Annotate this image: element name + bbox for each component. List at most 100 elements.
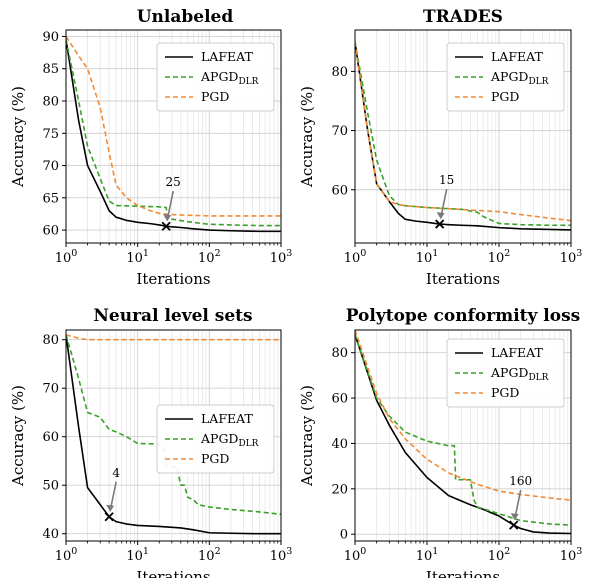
legend-label-lafeat: LAFEAT: [491, 345, 543, 360]
legend-label-pgd: PGD: [201, 89, 229, 104]
x-tick-label: 101: [416, 546, 439, 564]
chart-title: Polytope conformity loss: [346, 306, 581, 326]
y-tick-label: 40: [42, 527, 59, 542]
legend-label-lafeat: LAFEAT: [491, 49, 543, 64]
x-tick-label: 100: [55, 248, 78, 266]
legend-label-apgd: APGDDLR: [490, 365, 549, 383]
y-axis-label: Accuracy (%): [298, 385, 316, 487]
x-tick-label: 100: [344, 546, 367, 564]
series-line-lafeat: [355, 334, 571, 535]
legend-box: [446, 42, 565, 112]
legend-label-pgd: PGD: [491, 385, 519, 400]
y-tick-label: 80: [331, 65, 348, 80]
series-line-pgd: [355, 41, 571, 222]
annotation-marker: [161, 221, 171, 231]
series-line-pgd: [355, 330, 571, 501]
annotation-arrowhead: [163, 214, 172, 222]
x-tick-label: 103: [270, 248, 293, 266]
y-tick-label: 70: [42, 382, 59, 397]
series-group: [355, 41, 571, 231]
chart-title: Unlabeled: [137, 7, 234, 27]
x-tick-label: 101: [416, 248, 439, 266]
annotation-arrowhead: [436, 212, 445, 220]
annotation-label: 25: [166, 175, 181, 189]
y-tick-label: 70: [42, 159, 59, 174]
y-tick-label: 60: [331, 392, 348, 407]
legend-label-lafeat: LAFEAT: [201, 411, 253, 426]
chart-title: TRADES: [423, 7, 503, 27]
chart-panel-2: TRADES 100 101 102 103 60 70 80 Iterations Accura…: [298, 7, 582, 288]
x-tick-label: 103: [560, 248, 583, 266]
y-tick-label: 70: [331, 124, 348, 139]
series-line-pgd: [66, 334, 281, 341]
annotation-marker: [104, 512, 114, 522]
y-tick-label: 20: [331, 482, 348, 497]
x-axis-label: Iterations: [426, 270, 500, 288]
series-line-apgd: [355, 334, 571, 526]
series-line-lafeat: [66, 39, 281, 233]
annotation-label: 160: [509, 474, 532, 488]
chart-title: Neural level sets: [93, 306, 252, 326]
y-axis-label: Accuracy (%): [9, 385, 27, 487]
y-tick-label: 75: [42, 127, 59, 142]
x-tick-label: 100: [344, 248, 367, 266]
x-axis-label: Iterations: [136, 270, 210, 288]
y-tick-label: 80: [42, 333, 59, 348]
y-tick-label: 60: [42, 224, 59, 239]
chart-panel-4: Polytope conformity loss 100 101 102 103 0 20 4…: [298, 306, 582, 578]
legend-box: [156, 404, 275, 474]
legend: LAFEAT APGDDLR PGD: [156, 404, 275, 474]
y-tick-label: 85: [42, 62, 59, 77]
legend: LAFEAT APGDDLR PGD: [446, 42, 565, 112]
annotation: 15: [435, 173, 454, 229]
series-group: [355, 330, 571, 535]
series-line-apgd: [355, 41, 571, 227]
x-tick-label: 101: [126, 546, 149, 564]
y-tick-label: 65: [42, 191, 59, 206]
legend: LAFEAT APGDDLR PGD: [446, 338, 565, 408]
annotation: 4: [104, 466, 120, 522]
x-axis-label: Iterations: [426, 568, 500, 578]
annotation: 25: [161, 175, 181, 231]
x-axis-label: Iterations: [136, 568, 210, 578]
annotation-label: 4: [112, 466, 120, 480]
x-tick-label: 102: [198, 248, 221, 266]
y-tick-label: 0: [340, 528, 348, 543]
legend-label-apgd: APGDDLR: [200, 69, 259, 87]
legend-box: [156, 42, 275, 112]
series-line-pgd: [66, 36, 281, 217]
y-tick-label: 40: [331, 437, 348, 452]
y-axis-label: Accuracy (%): [9, 86, 27, 188]
legend-label-pgd: PGD: [201, 451, 229, 466]
x-tick-label: 102: [198, 546, 221, 564]
series-group: [66, 36, 281, 233]
axes-frame: [65, 329, 282, 542]
x-tick-label: 101: [126, 248, 149, 266]
y-tick-label: 50: [42, 479, 59, 494]
chart-panel-1: Unlabeled 100 101 102 103 60 65 70 75 80 85 90 Itera…: [9, 7, 292, 288]
y-tick-label: 90: [42, 30, 59, 45]
axes-frame: [354, 29, 572, 244]
legend: LAFEAT APGDDLR PGD: [156, 42, 275, 112]
x-tick-label: 102: [488, 546, 511, 564]
y-axis-label: Accuracy (%): [298, 86, 316, 188]
annotation-arrowhead: [510, 513, 519, 521]
y-tick-label: 60: [331, 183, 348, 198]
chart-panel-3: Neural level sets 100 101 102 103 40 50 60 70 80 I…: [9, 306, 292, 578]
annotation-arrowhead: [106, 504, 115, 512]
axes-frame: [65, 29, 282, 244]
series-line-lafeat: [66, 334, 281, 535]
legend-label-lafeat: LAFEAT: [201, 49, 253, 64]
y-tick-label: 60: [42, 430, 59, 445]
series-line-apgd: [66, 39, 281, 227]
y-tick-label: 80: [42, 95, 59, 110]
annotation-marker: [435, 219, 445, 229]
x-tick-label: 103: [560, 546, 583, 564]
legend-box: [446, 338, 565, 408]
axes-frame: [354, 329, 572, 542]
x-tick-label: 103: [270, 546, 293, 564]
x-tick-label: 100: [55, 546, 78, 564]
legend-label-apgd: APGDDLR: [490, 69, 549, 87]
legend-label-pgd: PGD: [491, 89, 519, 104]
